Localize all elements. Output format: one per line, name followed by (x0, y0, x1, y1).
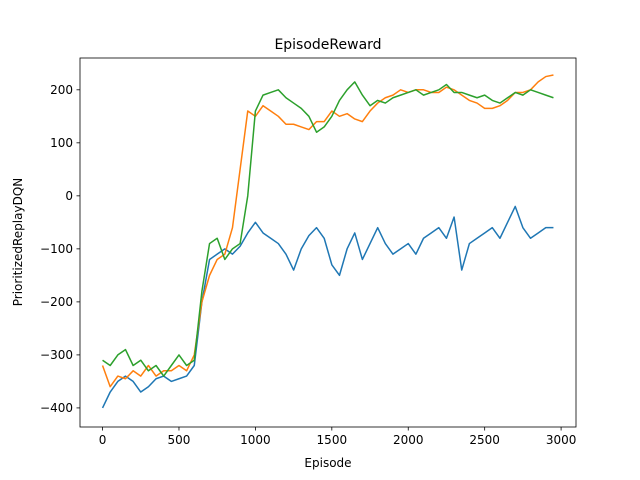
y-tick-label: −400 (40, 401, 73, 415)
y-tick-label: −200 (40, 295, 73, 309)
y-tick-label: 200 (50, 83, 73, 97)
x-tick-label: 1500 (317, 433, 348, 447)
x-tick-label: 1000 (240, 433, 271, 447)
y-tick-label: 0 (65, 189, 73, 203)
x-tick-label: 500 (168, 433, 191, 447)
y-tick-label: −100 (40, 242, 73, 256)
y-axis-label: PrioritizedReplayDQN (11, 178, 25, 307)
data-line (101, 205, 554, 409)
x-axis-label: Episode (304, 456, 351, 470)
chart-title: EpisodeReward (274, 37, 381, 53)
x-tick-label: 0 (99, 433, 107, 447)
x-tick-label: 3000 (546, 433, 577, 447)
y-tick-label: −300 (40, 348, 73, 362)
data-line (102, 81, 554, 377)
x-tick-label: 2500 (469, 433, 500, 447)
x-tick-label: 2000 (393, 433, 424, 447)
plot-frame (79, 57, 577, 428)
y-tick-label: 100 (50, 136, 73, 150)
data-line (101, 74, 554, 388)
